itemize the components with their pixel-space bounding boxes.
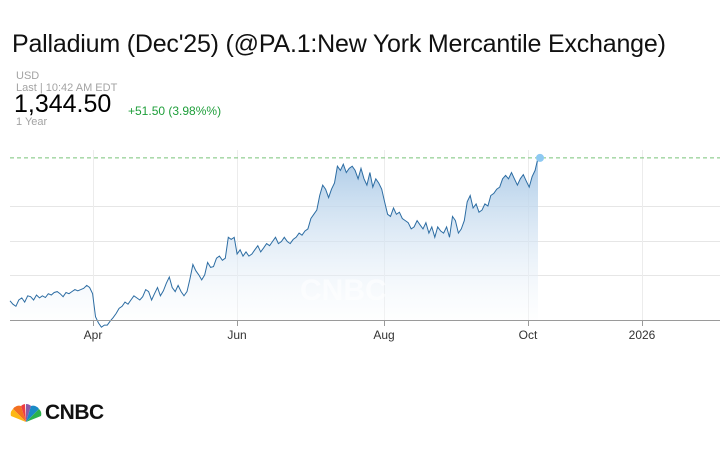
x-axis: Apr Jun Aug Oct 2026 — [84, 320, 656, 342]
chart-watermark: CNBC — [300, 274, 387, 307]
x-tick-label: Aug — [373, 328, 394, 342]
x-tick-label: 2026 — [629, 328, 656, 342]
price-area — [10, 157, 538, 328]
time-range-label: 1 Year — [16, 116, 48, 128]
price-chart: CNBC Apr Jun Aug Oct 2026 — [9, 150, 720, 342]
last-update-label: Last | 10:42 AM EDT — [16, 82, 118, 94]
chart-title: Palladium (Dec'25) (@PA.1:New York Merca… — [12, 30, 666, 58]
x-tick-label: Oct — [519, 328, 538, 342]
x-tick-label: Jun — [227, 328, 246, 342]
x-tick-label: Apr — [84, 328, 103, 342]
last-price: 1,344.50 — [14, 90, 112, 118]
cnbc-logo-text: CNBC — [45, 401, 104, 424]
peacock-icon — [10, 403, 42, 422]
cnbc-logo: CNBC — [10, 401, 104, 425]
price-line[interactable] — [9, 157, 539, 328]
price-change: +51.50 (3.98%%) — [128, 104, 222, 118]
currency-label: USD — [16, 70, 40, 82]
last-price-marker[interactable] — [536, 153, 544, 162]
